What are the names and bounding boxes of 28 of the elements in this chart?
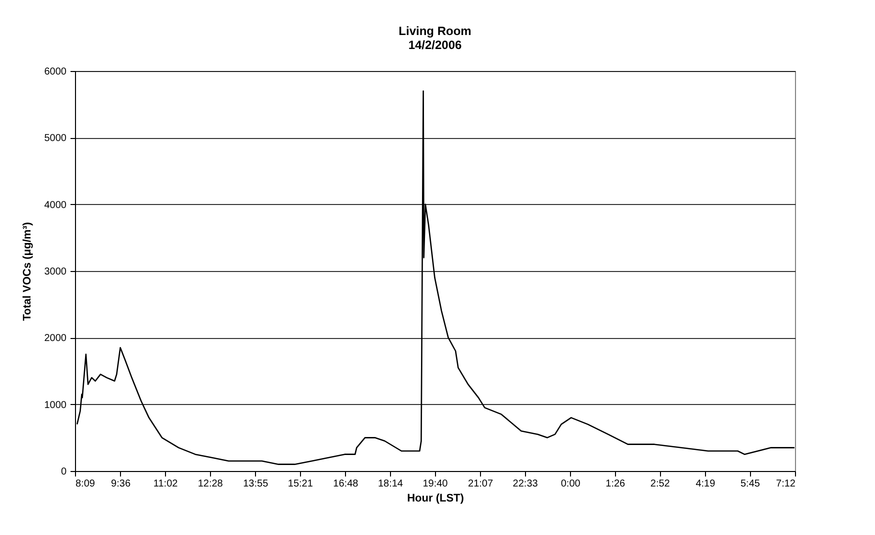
x-tick-label: 2:52: [650, 478, 670, 490]
y-tick-label: 2000: [44, 333, 67, 344]
x-tick-label: 15:21: [288, 478, 314, 490]
y-axis-title: Total VOCs (μg/m³): [21, 222, 34, 321]
x-tick-label: 4:19: [696, 478, 716, 490]
x-axis-title: Hour (LST): [407, 492, 464, 504]
y-tick-label: 4000: [44, 200, 67, 211]
x-tick-label: 18:14: [378, 478, 404, 490]
x-tick-label: 9:36: [111, 478, 131, 490]
x-tick-label: 16:48: [333, 478, 359, 490]
y-tick-label: 6000: [44, 66, 67, 78]
x-tick-label: 19:40: [422, 478, 448, 490]
y-tick-label: 1000: [44, 400, 67, 411]
x-tick-label: 7:12: [776, 478, 796, 490]
x-tick-label: 21:07: [468, 478, 494, 490]
x-tick-label: 11:02: [153, 478, 178, 490]
x-tick-label: 12:28: [198, 478, 224, 490]
x-tick-label: 13:55: [243, 478, 269, 490]
x-tick-label: 5:45: [740, 478, 760, 490]
y-tick-label: 3000: [44, 266, 67, 278]
x-tick-label: 8:09: [76, 478, 96, 490]
x-tick-label: 1:26: [606, 478, 626, 490]
y-tick-label: 5000: [44, 133, 67, 144]
text: Living Room: [398, 24, 472, 38]
y-tick-label: 0: [60, 466, 67, 478]
x-tick-label: 0:00: [560, 478, 581, 490]
x-tick-label: 22:33: [512, 478, 538, 490]
text: 14/2/2006: [408, 38, 462, 52]
